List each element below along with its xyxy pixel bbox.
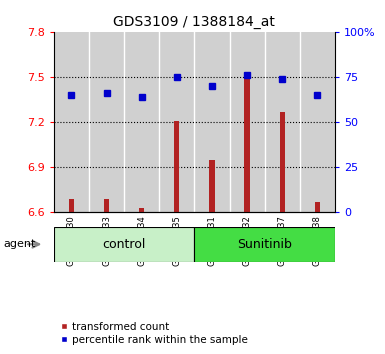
Bar (300, 32, 335, 212)
Text: agent: agent (4, 239, 36, 249)
Title: GDS3109 / 1388184_at: GDS3109 / 1388184_at (114, 16, 275, 29)
Bar (104, 199, 109, 212)
Bar (194, 227, 335, 262)
Text: Sunitinib: Sunitinib (237, 238, 292, 251)
Bar (174, 121, 179, 212)
Bar (194, 32, 229, 212)
Bar (89, 32, 124, 212)
Legend: transformed count, percentile rank within the sample: transformed count, percentile rank withi… (55, 317, 252, 349)
Bar (209, 160, 214, 212)
Bar (54, 227, 194, 262)
Bar (139, 208, 144, 212)
Bar (244, 77, 250, 212)
Bar (124, 32, 159, 212)
Bar (264, 32, 300, 212)
Bar (280, 112, 285, 212)
Bar (69, 199, 74, 212)
Bar (54, 32, 89, 212)
Text: control: control (102, 238, 146, 251)
Bar (315, 202, 320, 212)
Bar (159, 32, 194, 212)
Bar (229, 32, 265, 212)
